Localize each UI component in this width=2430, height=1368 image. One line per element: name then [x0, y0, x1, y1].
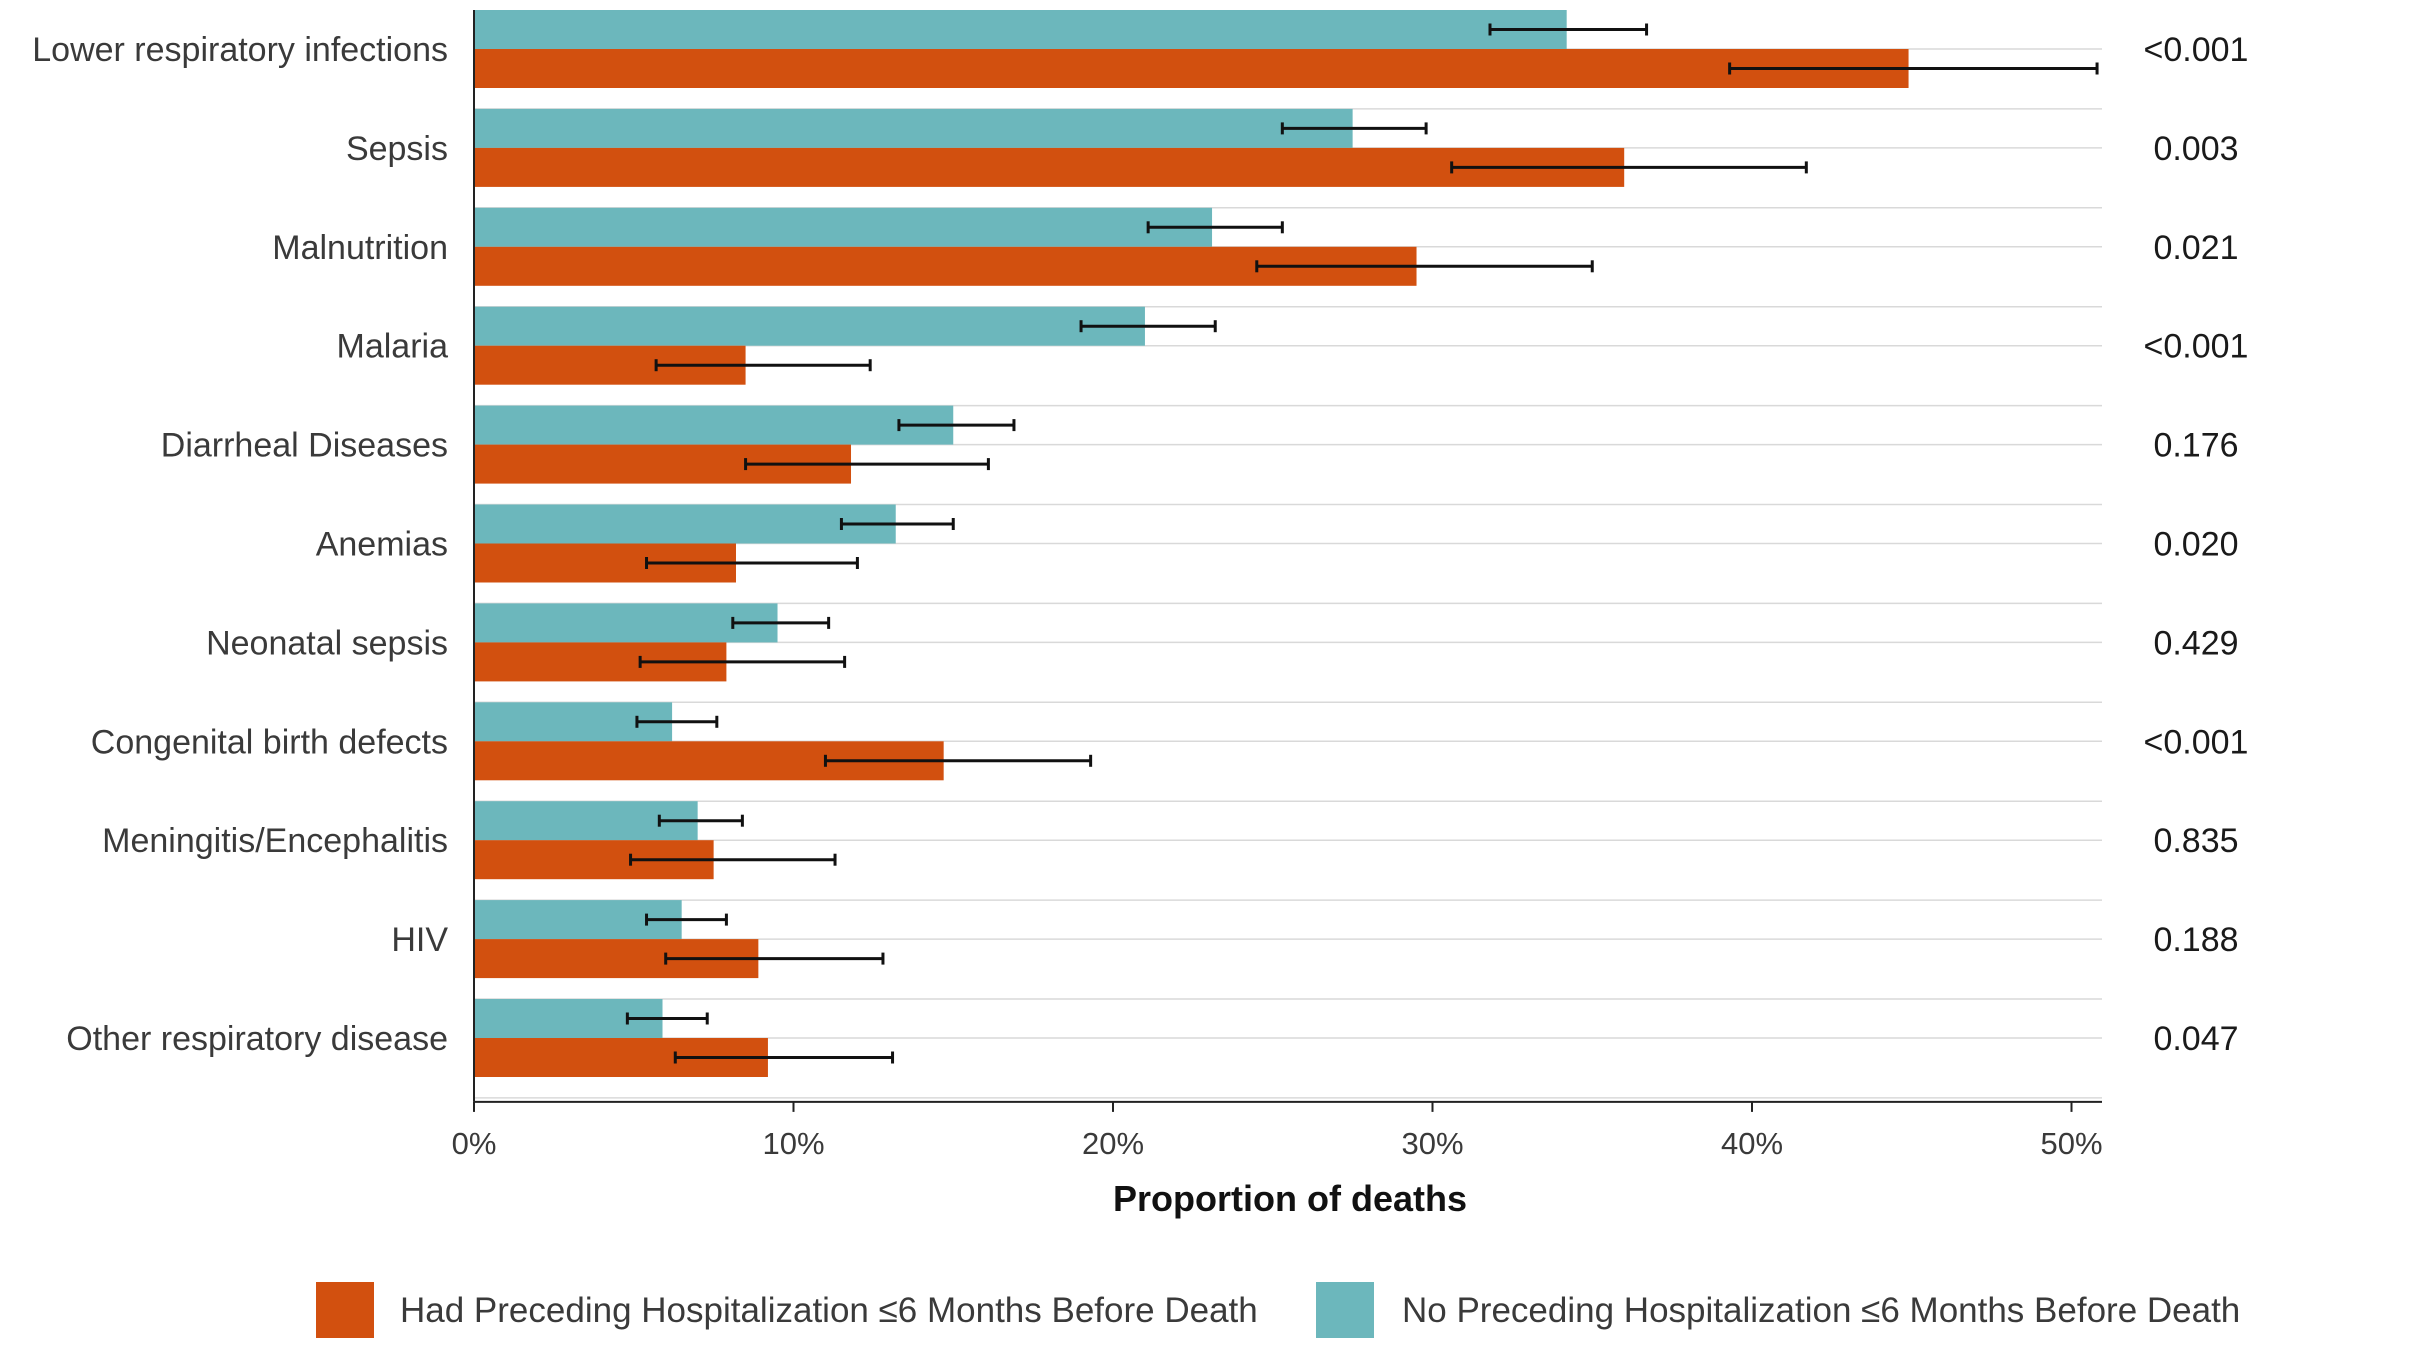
- category-label: Congenital birth defects: [91, 723, 448, 761]
- p-value-label: 0.021: [2153, 229, 2238, 267]
- p-value-labels: <0.001 0.003 0.021 <0.001 0.176 0.020 0.429 <0.…: [2144, 31, 2249, 1058]
- error-bar: [635, 715, 719, 728]
- p-value-label: <0.001: [2144, 328, 2249, 366]
- legend-swatch: [1316, 1282, 1374, 1338]
- error-bar: [645, 557, 859, 569]
- bar-had-hospitalization: [474, 49, 1909, 88]
- category-label: Meningitis/Encephalitis: [102, 822, 448, 860]
- bar-no-hospitalization: [474, 306, 1145, 346]
- error-bar: [897, 419, 1016, 432]
- x-tick-label: 50%: [2040, 1126, 2102, 1161]
- error-bar: [1728, 62, 2099, 75]
- p-value-label: <0.001: [2144, 723, 2249, 761]
- x-axis-title: Proportion of deaths: [1113, 1178, 1467, 1219]
- p-value-label: 0.047: [2153, 1020, 2238, 1058]
- category-label: Malaria: [337, 328, 449, 366]
- error-bar: [1488, 23, 1649, 36]
- error-bar: [839, 518, 955, 530]
- p-value-label: 0.429: [2153, 624, 2238, 662]
- error-bar: [657, 814, 744, 827]
- category-label: Diarrheal Diseases: [161, 427, 448, 465]
- p-value-label: <0.001: [2144, 31, 2249, 69]
- category-label: Neonatal sepsis: [206, 624, 448, 662]
- category-label: Lower respiratory infections: [32, 31, 448, 69]
- p-value-label: 0.835: [2153, 822, 2238, 860]
- bar-no-hospitalization: [474, 504, 896, 544]
- error-bars: [625, 23, 2099, 1064]
- x-tick-label: 20%: [1082, 1126, 1144, 1161]
- error-bar: [1255, 260, 1594, 273]
- category-label: Sepsis: [346, 130, 448, 168]
- bar-no-hospitalization: [474, 207, 1213, 247]
- error-bar: [629, 853, 837, 866]
- category-labels: Lower respiratory infections Sepsis Malnut…: [32, 31, 448, 1058]
- error-bar: [731, 616, 831, 629]
- x-tick-label: 30%: [1401, 1126, 1463, 1161]
- error-bar: [638, 655, 847, 668]
- x-tick-label: 0%: [452, 1126, 497, 1161]
- p-value-label: 0.003: [2153, 130, 2238, 168]
- error-bar: [654, 359, 872, 372]
- x-tick-label: 10%: [762, 1126, 824, 1161]
- category-label: Malnutrition: [272, 229, 448, 267]
- bar-no-hospitalization: [474, 603, 778, 643]
- bar-had-hospitalization: [474, 147, 1625, 187]
- legend-item: Had Preceding Hospitalization ≤6 Months …: [316, 1282, 1258, 1338]
- category-label: HIV: [391, 921, 448, 959]
- legend: Had Preceding Hospitalization ≤6 Months …: [316, 1282, 2240, 1338]
- bars: [474, 10, 1909, 1077]
- category-label: Other respiratory disease: [66, 1020, 448, 1058]
- legend-item: No Preceding Hospitalization ≤6 Months B…: [1316, 1282, 2240, 1338]
- legend-label: No Preceding Hospitalization ≤6 Months B…: [1402, 1291, 2240, 1330]
- error-bar: [744, 458, 990, 471]
- p-value-label: 0.020: [2153, 526, 2238, 564]
- legend-swatch: [316, 1282, 374, 1338]
- error-bar: [823, 754, 1093, 767]
- error-bar: [1280, 122, 1428, 135]
- error-bar: [673, 1051, 895, 1064]
- axes: [473, 10, 2102, 1103]
- p-value-label: 0.176: [2153, 427, 2238, 465]
- error-bar: [645, 913, 728, 926]
- error-bar: [1079, 320, 1217, 333]
- error-bar: [664, 952, 885, 965]
- bar-no-hospitalization: [474, 10, 1567, 49]
- legend-label: Had Preceding Hospitalization ≤6 Months …: [400, 1291, 1258, 1330]
- p-value-label: 0.188: [2153, 921, 2238, 959]
- error-bar: [625, 1012, 709, 1025]
- bar-no-hospitalization: [474, 108, 1353, 148]
- error-bar: [1146, 221, 1284, 234]
- bar-no-hospitalization: [474, 405, 954, 445]
- x-tick-labels: 0% 10% 20% 30% 40% 50%: [452, 1101, 2103, 1161]
- category-label: Anemias: [316, 526, 448, 564]
- error-bar: [1450, 161, 1808, 174]
- x-tick-label: 40%: [1721, 1126, 1783, 1161]
